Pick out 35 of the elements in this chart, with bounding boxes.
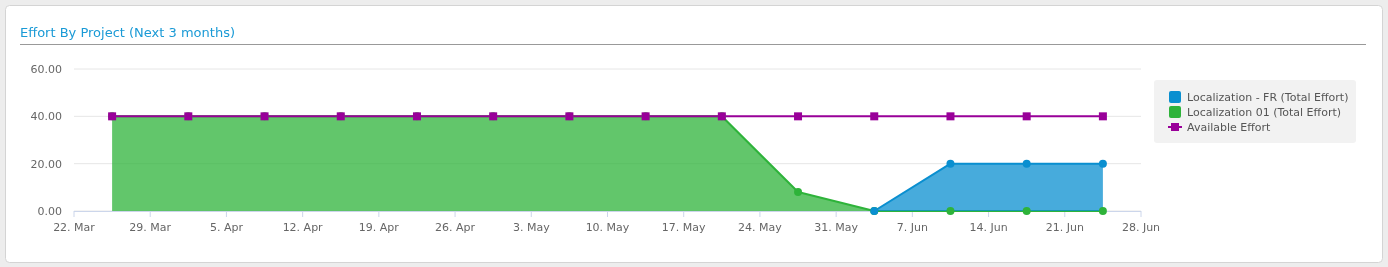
point	[794, 112, 803, 121]
point	[1098, 207, 1107, 215]
point	[1022, 159, 1031, 168]
chart-title: Effort By Project (Next 3 months)	[20, 25, 235, 40]
x-tick-label: 17. May	[661, 221, 707, 234]
legend-label: Localization 01 (Total Effort)	[1187, 106, 1342, 119]
x-tick-label: 29. Mar	[129, 221, 172, 234]
y-tick-label: 20.00	[30, 157, 62, 171]
x-tick-label: 7. Jun	[896, 221, 928, 234]
y-tick-label: 40.00	[30, 110, 62, 124]
x-tick-label: 22. Mar	[53, 221, 96, 234]
x-tick-label: 24. May	[738, 221, 783, 234]
x-tick-label: 28. Jun	[1121, 221, 1161, 234]
x-tick-label: 12. Apr	[282, 221, 324, 234]
x-tick-label: 19. Apr	[358, 221, 400, 234]
x-tick-label: 10. May	[585, 221, 630, 234]
point	[946, 159, 955, 168]
legend-label: Available Effort	[1187, 121, 1272, 134]
x-tick-label: 21. Jun	[1045, 221, 1084, 234]
legend-label: Localization - FR (Total Effort)	[1187, 91, 1349, 104]
point	[1098, 159, 1107, 168]
x-tick-label: 5. Apr	[209, 221, 244, 234]
point	[870, 112, 879, 121]
point	[1098, 112, 1107, 121]
x-tick-label: 14. Jun	[969, 221, 1008, 234]
y-tick-label: 60.00	[30, 63, 62, 76]
x-tick-label: 31. May	[814, 221, 859, 234]
x-tick-label: 3. May	[512, 221, 551, 234]
point	[1022, 112, 1031, 121]
point	[794, 188, 803, 197]
point	[946, 207, 955, 215]
point	[946, 112, 955, 121]
x-tick-label: 26. Apr	[435, 221, 476, 234]
point	[1022, 207, 1031, 215]
y-tick-label: 0.00	[37, 205, 62, 218]
